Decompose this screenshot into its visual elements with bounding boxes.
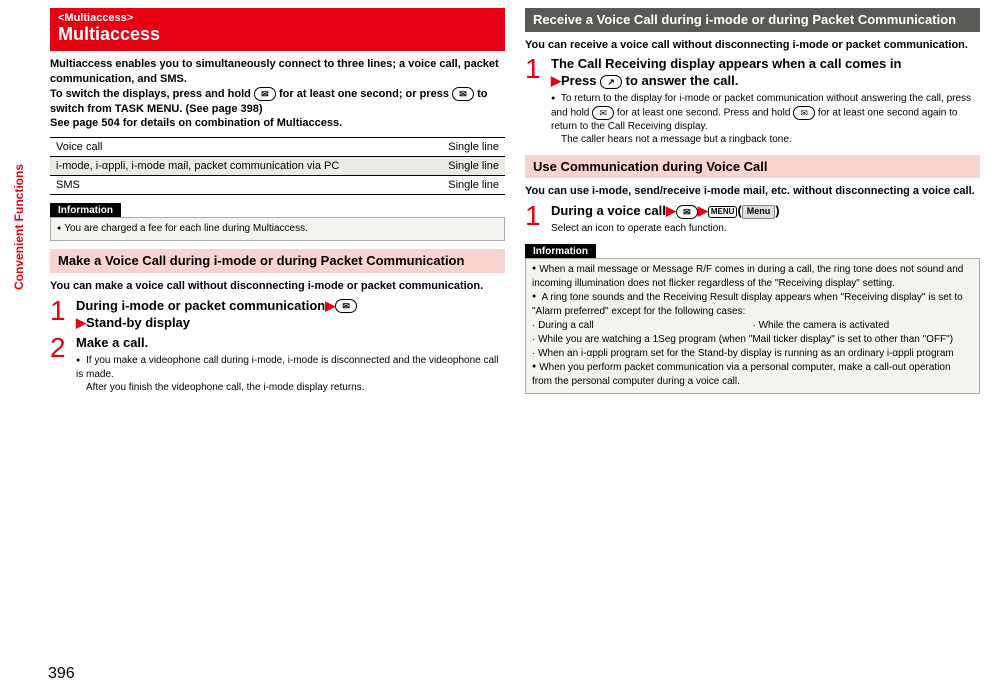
step-notes: If you make a videophone call during i-m… — [76, 354, 505, 395]
table-row: i-mode, i-αppli, i-mode mail, packet com… — [50, 157, 505, 176]
table-row: SMS Single line — [50, 176, 505, 195]
step-note-item: To return to the display for i-mode or p… — [551, 92, 980, 147]
table-cell-value: Single line — [425, 138, 505, 157]
table-cell-label: i-mode, i-αppli, i-mode mail, packet com… — [50, 157, 425, 176]
step-1: 1 The Call Receiving display appears whe… — [525, 56, 980, 146]
multi-key-icon: ✉ — [676, 205, 698, 219]
multi-key-icon: ✉ — [793, 106, 815, 120]
information-box: When a mail message or Message R/F comes… — [525, 258, 980, 394]
step-number: 1 — [525, 203, 547, 235]
header-tag: <Multiaccess> — [58, 12, 497, 24]
step-line-pre: Press — [561, 73, 600, 88]
step-number: 2 — [50, 335, 72, 394]
table-cell-label: SMS — [50, 176, 425, 195]
step-number: 1 — [525, 56, 547, 146]
page-content: <Multiaccess> Multiaccess Multiaccess en… — [0, 0, 1004, 399]
section-header-multiaccess: <Multiaccess> Multiaccess — [50, 8, 505, 51]
step-sub: Select an icon to operate each function. — [551, 222, 980, 236]
menu-key-icon: MENU — [708, 206, 738, 218]
multi-key-icon: ✉ — [592, 106, 614, 120]
step-notes: To return to the display for i-mode or p… — [551, 92, 980, 147]
step-note-text: If you make a videophone call during i-m… — [76, 355, 499, 380]
step-line-post: to answer the call. — [622, 73, 738, 88]
information-label: Information — [50, 203, 121, 218]
info-sub-item: · While you are watching a 1Seg program … — [532, 333, 973, 347]
info-sub-item: · When an i-αppli program set for the St… — [532, 347, 973, 361]
table-cell-label: Voice call — [50, 138, 425, 157]
intro-text: Multiaccess enables you to simultaneousl… — [50, 57, 505, 131]
step-2: 2 Make a call. If you make a videophone … — [50, 335, 505, 394]
side-tab: Convenient Functions — [12, 164, 26, 290]
subsection-lead: You can make a voice call without discon… — [50, 279, 505, 294]
info-item: A ring tone sounds and the Receiving Res… — [532, 291, 973, 361]
left-column: <Multiaccess> Multiaccess Multiaccess en… — [50, 8, 505, 399]
info-sub-item: · While the camera is activated — [753, 319, 974, 333]
step-1: 1 During i-mode or packet communication▶… — [50, 298, 505, 332]
page-number: 396 — [48, 665, 75, 683]
step-title: Make a call. — [76, 335, 505, 352]
info-sub-item: · During a call — [532, 319, 753, 333]
info-item-text: A ring tone sounds and the Receiving Res… — [532, 292, 963, 317]
multi-key-icon: ✉ — [452, 87, 474, 101]
information-label: Information — [525, 244, 596, 259]
menu-box-icon: Menu — [742, 205, 776, 219]
table-cell-value: Single line — [425, 157, 505, 176]
step-title-pre: During i-mode or packet communication — [76, 298, 325, 313]
info-item: When you perform packet communication vi… — [532, 361, 973, 389]
right-column: Receive a Voice Call during i-mode or du… — [525, 8, 980, 399]
step-title-text: During a voice call — [551, 203, 666, 218]
table-cell-value: Single line — [425, 176, 505, 195]
step-title: During i-mode or packet communication▶✉ … — [76, 298, 505, 332]
multi-key-icon: ✉ — [335, 299, 357, 313]
table-row: Voice call Single line — [50, 138, 505, 157]
subsection-lead: You can receive a voice call without dis… — [525, 38, 980, 53]
call-key-icon: ↗ — [600, 75, 622, 89]
subsection-lead: You can use i-mode, send/receive i-mode … — [525, 184, 980, 199]
subsection-header: Use Communication during Voice Call — [525, 155, 980, 179]
step-title: The Call Receiving display appears when … — [551, 56, 980, 90]
lines-table: Voice call Single line i-mode, i-αppli, … — [50, 137, 505, 195]
subsection-header: Receive a Voice Call during i-mode or du… — [525, 8, 980, 32]
step-note-text: The caller hears not a message but a rin… — [561, 133, 980, 147]
step-note-item: If you make a videophone call during i-m… — [76, 354, 505, 395]
subsection-header: Make a Voice Call during i-mode or durin… — [50, 249, 505, 273]
step-1: 1 During a voice call▶✉▶MENU(Menu) Selec… — [525, 203, 980, 235]
step-title: During a voice call▶✉▶MENU(Menu) — [551, 203, 980, 220]
header-title: Multiaccess — [58, 24, 497, 45]
step-title-post: Stand-by display — [86, 315, 190, 330]
information-box: You are charged a fee for each line duri… — [50, 217, 505, 241]
multi-key-icon: ✉ — [254, 87, 276, 101]
info-item: You are charged a fee for each line duri… — [57, 222, 498, 236]
step-line: The Call Receiving display appears when … — [551, 56, 901, 71]
info-item: When a mail message or Message R/F comes… — [532, 263, 973, 291]
step-note-text: After you finish the videophone call, th… — [86, 381, 505, 395]
step-number: 1 — [50, 298, 72, 332]
